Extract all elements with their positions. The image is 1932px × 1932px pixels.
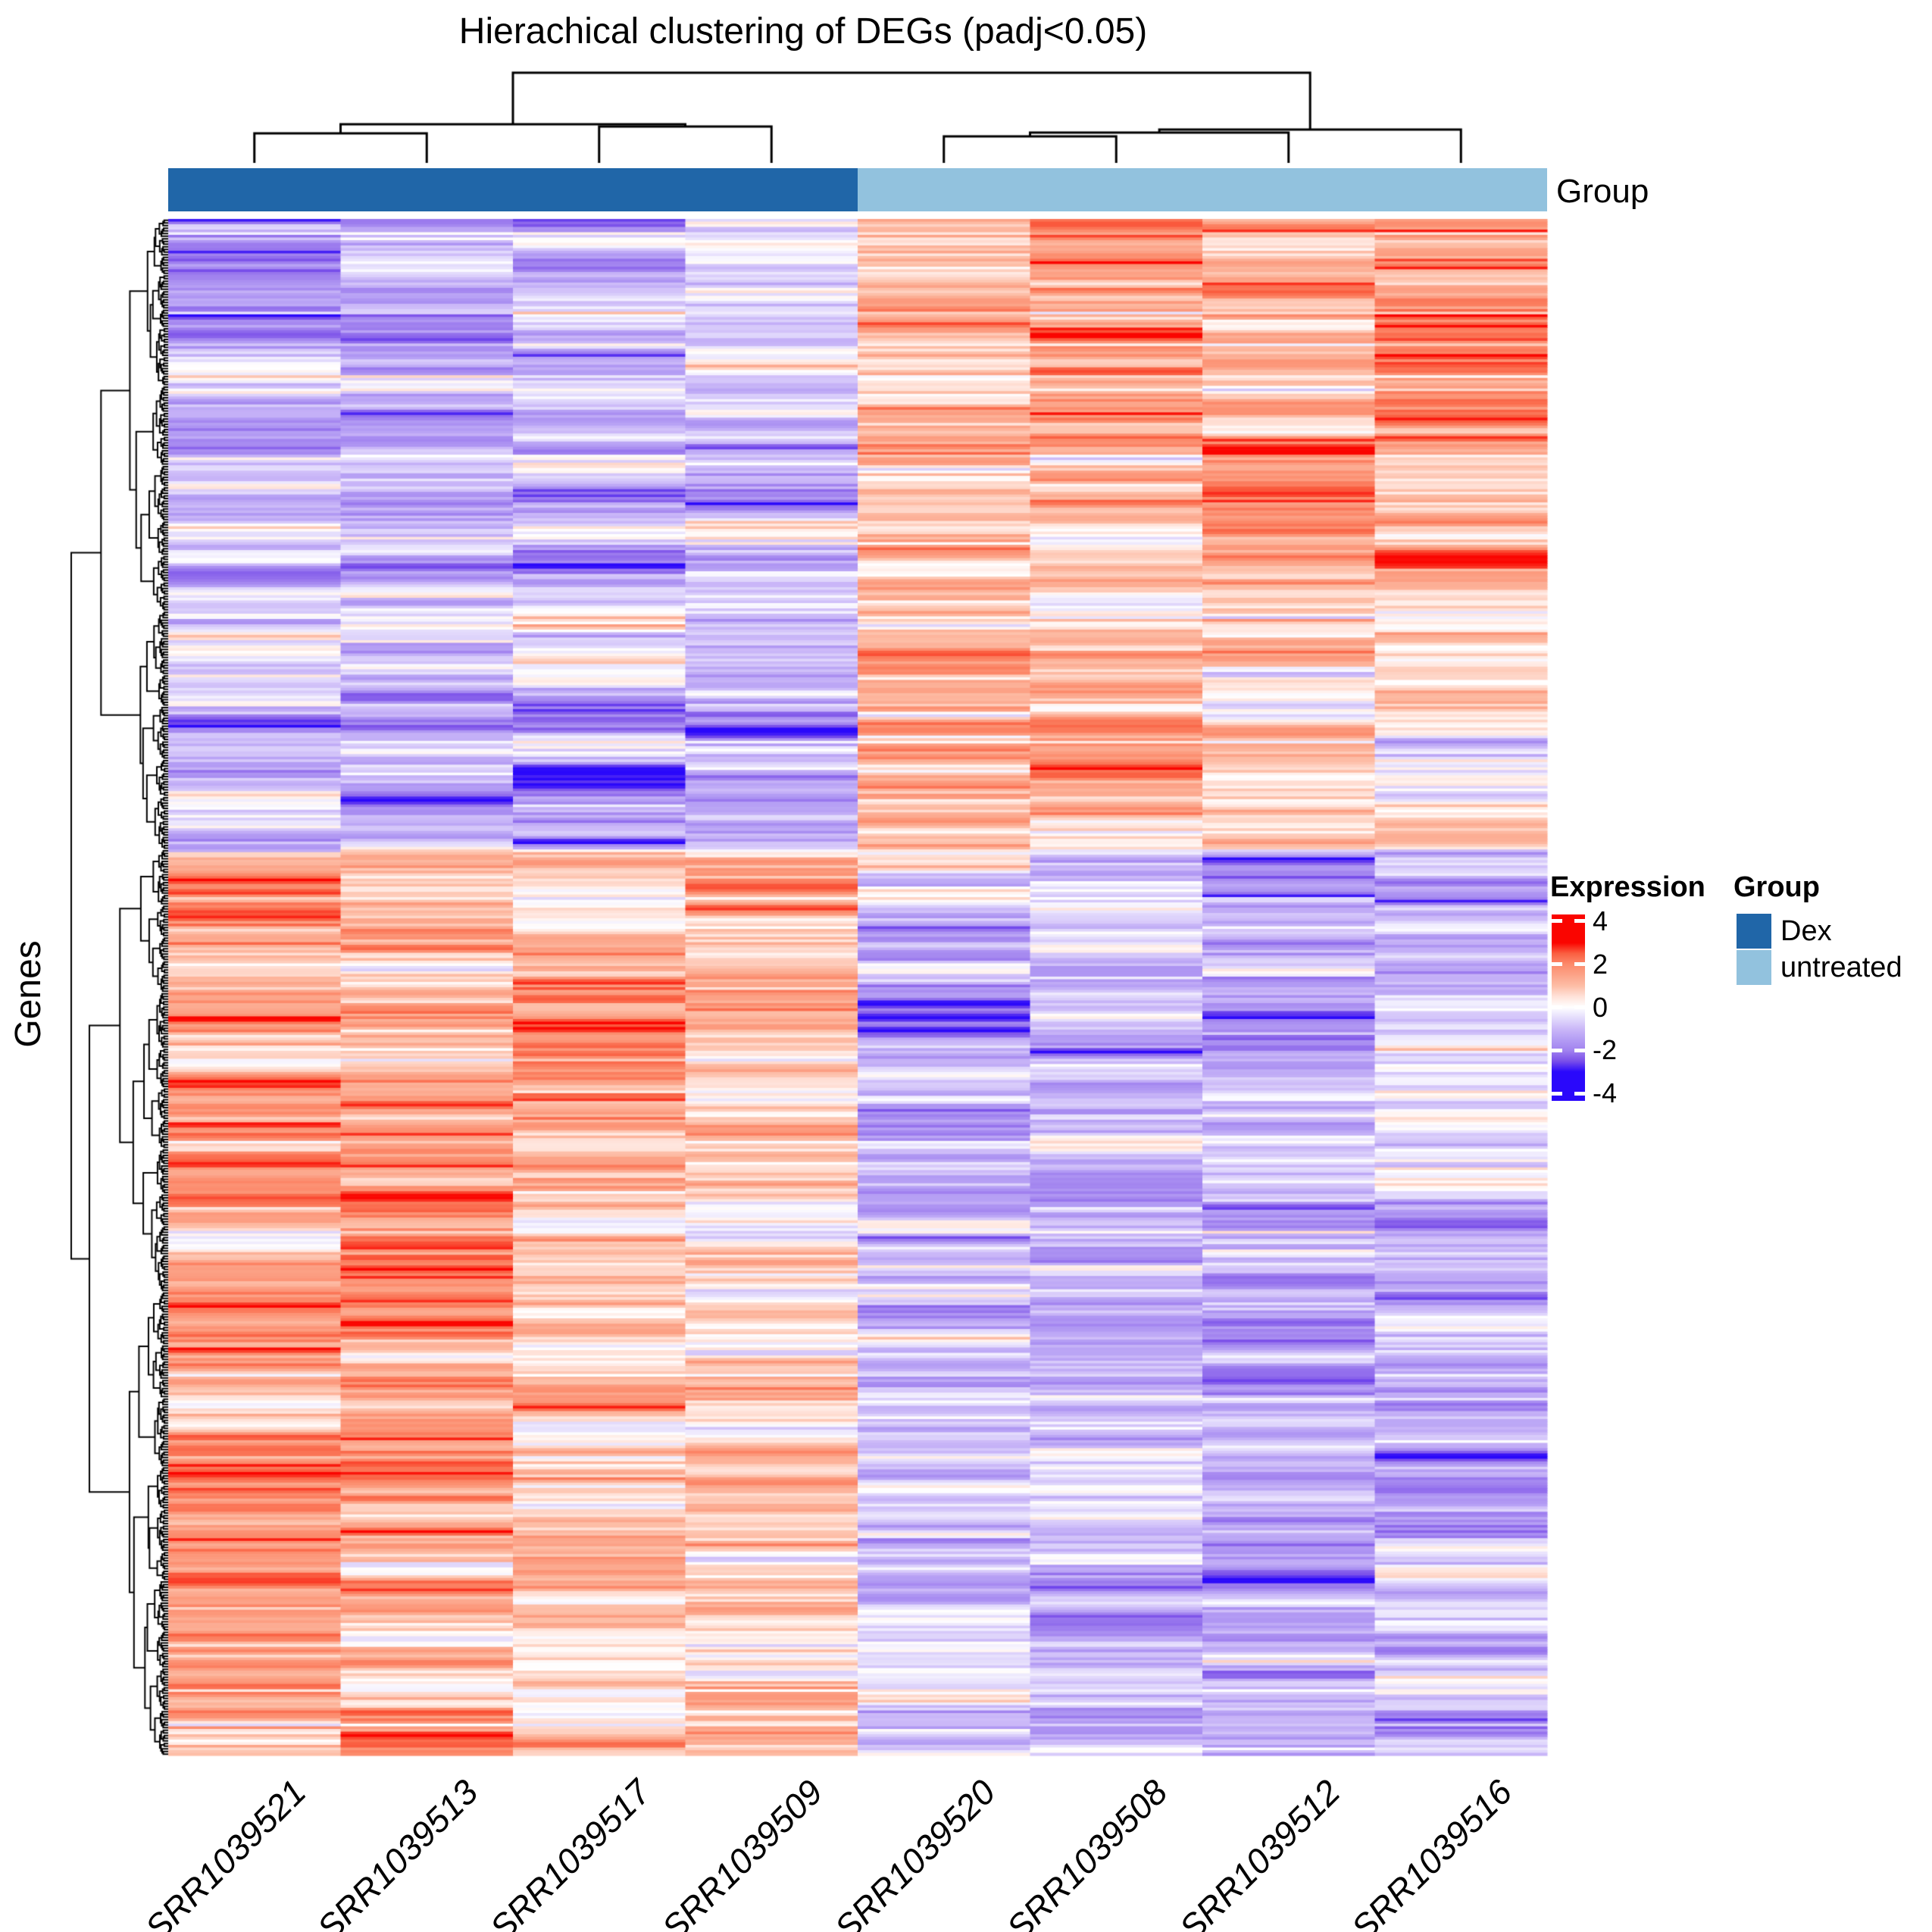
chart-title: Hierachical clustering of DEGs (padj<0.0… <box>458 11 1148 52</box>
colorbar-tick-mark <box>1552 1091 1562 1096</box>
colorbar-tick-mark <box>1574 1048 1585 1052</box>
colorbar-tick-mark <box>1552 919 1562 924</box>
group-label-untreated: untreated <box>1780 952 1902 983</box>
group-legend-title: Group <box>1733 871 1820 903</box>
colorbar-tick-label-0: 0 <box>1593 991 1608 1023</box>
annotation-bar-label: Group <box>1556 173 1649 210</box>
group-swatch-untreated <box>1737 950 1771 985</box>
colorbar-tick-mark <box>1574 962 1585 967</box>
colorbar-tick-label-2: 2 <box>1593 948 1608 980</box>
colorbar-tick-mark <box>1552 1048 1562 1052</box>
colorbar-tick-label-4: 4 <box>1593 905 1608 936</box>
row-axis-label: Genes <box>8 940 48 1048</box>
colorbar-tick-mark <box>1574 1005 1585 1009</box>
expression-legend-title: Expression <box>1550 871 1705 903</box>
colorbar-tick-mark <box>1552 962 1562 967</box>
colorbar-tick-mark <box>1552 1005 1562 1009</box>
annotation-segment-untreated <box>858 168 1547 211</box>
annotation-segment-dex <box>168 168 858 211</box>
colorbar-tick-mark <box>1574 1091 1585 1096</box>
group-label-Dex: Dex <box>1780 915 1832 947</box>
colorbar-tick-mark <box>1574 919 1585 924</box>
group-swatch-Dex <box>1737 914 1771 949</box>
colorbar-tick-label--4: -4 <box>1593 1077 1618 1109</box>
colorbar-tick-label--2: -2 <box>1593 1034 1618 1066</box>
